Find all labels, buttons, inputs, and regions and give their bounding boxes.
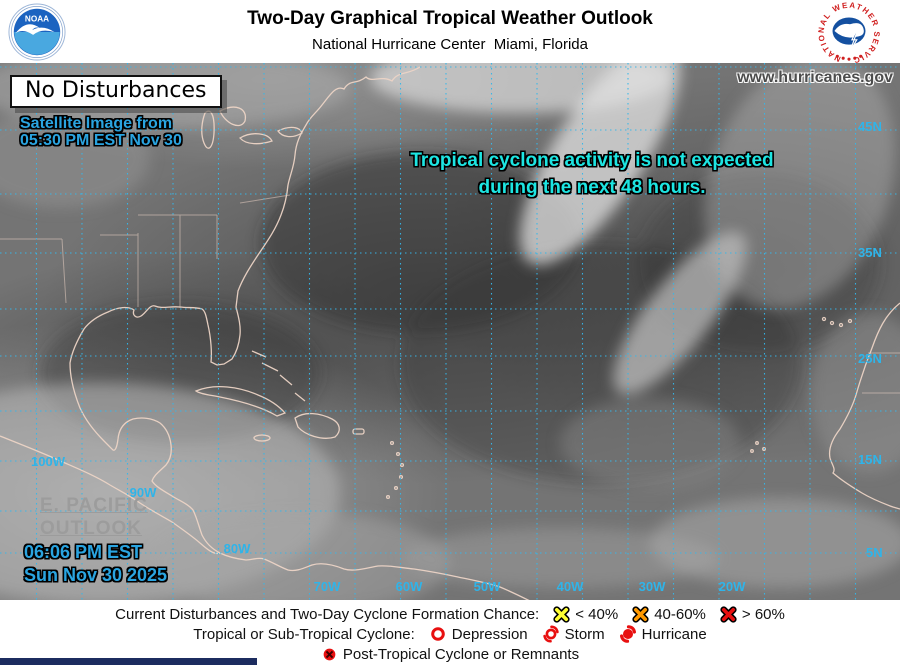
cyclone-label-storm: Storm bbox=[564, 625, 605, 643]
satellite-map: No Disturbances Satellite Image from 05:… bbox=[0, 63, 900, 600]
issued-time: 06:06 PM EST bbox=[24, 542, 143, 562]
x-marker-red-icon bbox=[720, 605, 737, 623]
cyclone-item-depression: Depression bbox=[429, 625, 528, 643]
cyclone-label-hurricane: Hurricane bbox=[641, 625, 707, 643]
chance-title: Current Disturbances and Two-Day Cyclone… bbox=[115, 605, 540, 623]
lat-label-5n: 5N bbox=[866, 545, 883, 560]
depression-symbol-icon bbox=[430, 627, 445, 641]
epacific-outlook-line2: OUTLOOK bbox=[40, 518, 142, 539]
x-marker-orange-icon bbox=[632, 605, 649, 623]
x-marker-yellow-icon bbox=[553, 605, 570, 623]
legend: Current Disturbances and Two-Day Cyclone… bbox=[0, 600, 900, 665]
noaa-logo-text: NOAA bbox=[25, 14, 49, 23]
issued-date: Sun Nov 30 2025 bbox=[24, 565, 168, 585]
chance-label-high: > 60% bbox=[741, 605, 785, 623]
lon-label-20w: 20W bbox=[718, 579, 746, 594]
legend-row-cyclone: Tropical or Sub-Tropical Cyclone: Depres… bbox=[193, 624, 707, 644]
lon-label-100w: 100W bbox=[31, 454, 65, 469]
satellite-caption-line2: 05:30 PM EST Nov 30 bbox=[20, 132, 182, 149]
post-tropical-label: Post-Tropical Cyclone or Remnants bbox=[342, 645, 580, 663]
outlook-message: Tropical cyclone activity is not expecte… bbox=[342, 147, 842, 201]
satellite-caption: Satellite Image from 05:30 PM EST Nov 30 bbox=[20, 115, 182, 149]
status-box: No Disturbances bbox=[10, 75, 222, 108]
outlook-message-line1: Tropical cyclone activity is not expecte… bbox=[410, 150, 774, 171]
issued-timestamp: 06:06 PM EST Sun Nov 30 2025 bbox=[24, 541, 167, 587]
latlon-grid bbox=[0, 63, 900, 600]
epacific-outlook-line1: E. PACIFIC bbox=[40, 495, 148, 516]
epacific-outlook-link[interactable]: E. PACIFIC OUTLOOK bbox=[40, 494, 148, 540]
outlook-message-line2: during the next 48 hours. bbox=[478, 177, 706, 198]
hurricanes-gov-link[interactable]: www.hurricanes.gov bbox=[737, 69, 893, 86]
lon-label-80w: 80W bbox=[223, 541, 251, 556]
lon-label-30w: 30W bbox=[638, 579, 666, 594]
post-tropical-item: Post-Tropical Cyclone or Remnants bbox=[321, 646, 579, 663]
legend-row-post-tropical: Post-Tropical Cyclone or Remnants bbox=[321, 644, 579, 664]
lat-label-15n: 15N bbox=[858, 452, 882, 467]
state-borders bbox=[0, 194, 900, 394]
chance-item-medium: 40-60% bbox=[632, 606, 706, 623]
lon-label-90w: 90W bbox=[129, 485, 157, 500]
storm-symbol-icon bbox=[542, 625, 559, 643]
noaa-logo-icon[interactable]: NOAA bbox=[8, 3, 66, 61]
page-title: Two-Day Graphical Tropical Weather Outlo… bbox=[247, 8, 653, 29]
lat-label-45n: 45N bbox=[858, 119, 882, 134]
nws-logo-icon[interactable]: NATIONAL WEATHER SERVICE bbox=[810, 1, 888, 65]
cyclone-title: Tropical or Sub-Tropical Cyclone: bbox=[193, 625, 415, 643]
post-tropical-symbol-icon bbox=[323, 648, 336, 660]
chance-item-low: < 40% bbox=[553, 606, 618, 623]
header-titles: Two-Day Graphical Tropical Weather Outlo… bbox=[0, 0, 900, 53]
lat-label-35n: 35N bbox=[858, 245, 882, 260]
footer-bar bbox=[0, 658, 257, 665]
chance-item-high: > 60% bbox=[720, 606, 785, 623]
lon-label-60w: 60W bbox=[395, 579, 423, 594]
chance-label-medium: 40-60% bbox=[654, 605, 706, 623]
lon-label-40w: 40W bbox=[556, 579, 584, 594]
lon-label-50w: 50W bbox=[473, 579, 501, 594]
cyclone-item-hurricane: Hurricane bbox=[619, 625, 707, 643]
lon-label-70w: 70W bbox=[313, 579, 341, 594]
hurricane-symbol-icon bbox=[619, 625, 636, 643]
satellite-caption-line1: Satellite Image from bbox=[20, 115, 173, 132]
legend-row-chance: Current Disturbances and Two-Day Cyclone… bbox=[115, 604, 785, 624]
cyclone-label-depression: Depression bbox=[451, 625, 528, 643]
chance-label-low: < 40% bbox=[575, 605, 619, 623]
page-subtitle: National Hurricane Center Miami, Florida bbox=[312, 36, 588, 53]
page-header: Two-Day Graphical Tropical Weather Outlo… bbox=[0, 0, 900, 65]
lat-label-25n: 25N bbox=[858, 351, 882, 366]
cyclone-item-storm: Storm bbox=[542, 625, 605, 643]
